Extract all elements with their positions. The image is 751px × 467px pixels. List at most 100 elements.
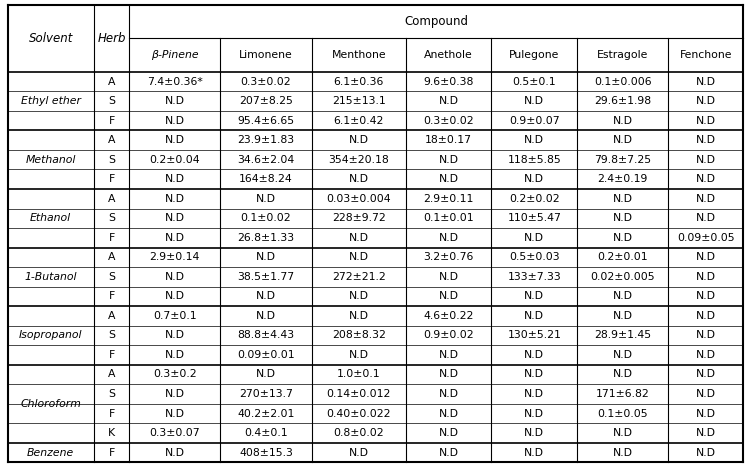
Text: N.D: N.D (164, 291, 185, 301)
Text: N.D: N.D (524, 311, 544, 321)
Text: N.D: N.D (524, 409, 544, 418)
Text: N.D: N.D (613, 350, 632, 360)
Text: N.D: N.D (696, 77, 716, 86)
Text: N.D: N.D (696, 389, 716, 399)
Text: N.D: N.D (524, 291, 544, 301)
Text: 272±21.2: 272±21.2 (332, 272, 385, 282)
Text: N.D: N.D (613, 233, 632, 243)
Text: N.D: N.D (164, 213, 185, 223)
Text: 7.4±0.36*: 7.4±0.36* (147, 77, 203, 86)
Text: 133±7.33: 133±7.33 (508, 272, 561, 282)
Text: N.D: N.D (439, 389, 459, 399)
Text: N.D: N.D (348, 447, 369, 458)
Text: N.D: N.D (164, 174, 185, 184)
Text: N.D: N.D (256, 194, 276, 204)
Text: β-Pinene: β-Pinene (151, 50, 198, 60)
Text: N.D: N.D (348, 252, 369, 262)
Text: 1-Butanol: 1-Butanol (25, 272, 77, 282)
Text: 0.1±0.02: 0.1±0.02 (240, 213, 291, 223)
Text: 0.1±0.006: 0.1±0.006 (594, 77, 652, 86)
Text: 28.9±1.45: 28.9±1.45 (594, 331, 651, 340)
Text: Compound: Compound (404, 15, 469, 28)
Text: 38.5±1.77: 38.5±1.77 (237, 272, 294, 282)
Text: S: S (108, 155, 115, 165)
Text: 88.8±4.43: 88.8±4.43 (237, 331, 294, 340)
Text: N.D: N.D (696, 350, 716, 360)
Text: N.D: N.D (696, 96, 716, 106)
Text: N.D: N.D (613, 135, 632, 145)
Text: N.D: N.D (439, 369, 459, 380)
Text: 171±6.82: 171±6.82 (596, 389, 650, 399)
Text: N.D: N.D (613, 447, 632, 458)
Text: N.D: N.D (696, 174, 716, 184)
Text: 207±8.25: 207±8.25 (239, 96, 293, 106)
Text: N.D: N.D (613, 116, 632, 126)
Text: F: F (108, 174, 115, 184)
Text: N.D: N.D (696, 447, 716, 458)
Text: 0.8±0.02: 0.8±0.02 (333, 428, 384, 438)
Text: Estragole: Estragole (597, 50, 648, 60)
Text: 40.2±2.01: 40.2±2.01 (237, 409, 294, 418)
Text: 0.4±0.1: 0.4±0.1 (244, 428, 288, 438)
Text: 0.9±0.07: 0.9±0.07 (509, 116, 559, 126)
Text: N.D: N.D (613, 291, 632, 301)
Text: 0.2±0.01: 0.2±0.01 (597, 252, 648, 262)
Text: 270±13.7: 270±13.7 (239, 389, 293, 399)
Text: N.D: N.D (439, 155, 459, 165)
Text: 0.14±0.012: 0.14±0.012 (327, 389, 391, 399)
Text: N.D: N.D (164, 233, 185, 243)
Text: N.D: N.D (524, 428, 544, 438)
Text: Isopropanol: Isopropanol (19, 331, 83, 340)
Text: 0.02±0.005: 0.02±0.005 (590, 272, 655, 282)
Text: N.D: N.D (439, 272, 459, 282)
Text: N.D: N.D (696, 331, 716, 340)
Text: N.D: N.D (696, 213, 716, 223)
Text: Menthone: Menthone (331, 50, 386, 60)
Text: 0.9±0.02: 0.9±0.02 (424, 331, 474, 340)
Text: N.D: N.D (696, 369, 716, 380)
Text: N.D: N.D (164, 389, 185, 399)
Text: N.D: N.D (439, 428, 459, 438)
Text: 0.03±0.004: 0.03±0.004 (327, 194, 391, 204)
Text: A: A (107, 311, 115, 321)
Text: N.D: N.D (696, 291, 716, 301)
Text: 0.7±0.1: 0.7±0.1 (153, 311, 197, 321)
Text: N.D: N.D (439, 291, 459, 301)
Text: N.D: N.D (348, 174, 369, 184)
Text: 0.3±0.02: 0.3±0.02 (240, 77, 291, 86)
Text: 0.1±0.05: 0.1±0.05 (597, 409, 648, 418)
Text: Solvent: Solvent (29, 32, 73, 45)
Text: S: S (108, 331, 115, 340)
Text: 18±0.17: 18±0.17 (425, 135, 472, 145)
Text: N.D: N.D (524, 350, 544, 360)
Text: Methanol: Methanol (26, 155, 76, 165)
Text: N.D: N.D (524, 233, 544, 243)
Text: 0.2±0.04: 0.2±0.04 (149, 155, 200, 165)
Text: 2.9±0.14: 2.9±0.14 (149, 252, 200, 262)
Text: 6.1±0.42: 6.1±0.42 (333, 116, 384, 126)
Text: 208±8.32: 208±8.32 (332, 331, 385, 340)
Text: 215±13.1: 215±13.1 (332, 96, 385, 106)
Text: 408±15.3: 408±15.3 (239, 447, 293, 458)
Text: N.D: N.D (348, 291, 369, 301)
Text: N.D: N.D (613, 428, 632, 438)
Text: N.D: N.D (348, 311, 369, 321)
Text: 23.9±1.83: 23.9±1.83 (237, 135, 294, 145)
Text: S: S (108, 389, 115, 399)
Text: 0.09±0.01: 0.09±0.01 (237, 350, 294, 360)
Text: N.D: N.D (439, 174, 459, 184)
Text: N.D: N.D (256, 291, 276, 301)
Text: F: F (108, 409, 115, 418)
Text: Limonene: Limonene (239, 50, 293, 60)
Text: 26.8±1.33: 26.8±1.33 (237, 233, 294, 243)
Text: N.D: N.D (613, 194, 632, 204)
Text: F: F (108, 350, 115, 360)
Text: N.D: N.D (439, 233, 459, 243)
Text: F: F (108, 291, 115, 301)
Text: N.D: N.D (696, 116, 716, 126)
Text: S: S (108, 213, 115, 223)
Text: 79.8±7.25: 79.8±7.25 (594, 155, 651, 165)
Text: N.D: N.D (164, 135, 185, 145)
Text: Herb: Herb (98, 32, 125, 45)
Text: 0.5±0.1: 0.5±0.1 (512, 77, 556, 86)
